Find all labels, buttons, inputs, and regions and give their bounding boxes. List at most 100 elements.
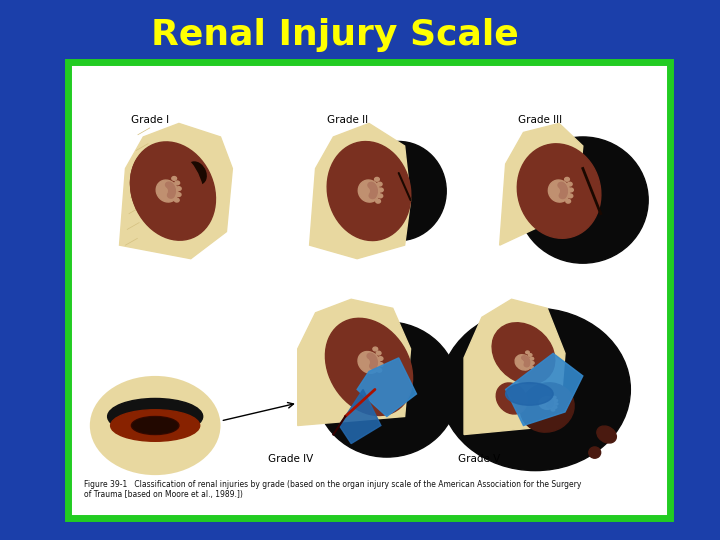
Polygon shape [310, 124, 410, 259]
Text: Grade II: Grade II [328, 116, 369, 125]
Ellipse shape [172, 177, 176, 180]
Ellipse shape [187, 162, 206, 184]
Ellipse shape [560, 191, 567, 197]
Polygon shape [464, 299, 565, 435]
Ellipse shape [167, 183, 174, 189]
Ellipse shape [371, 187, 377, 193]
Ellipse shape [548, 399, 553, 402]
Ellipse shape [526, 351, 529, 354]
Ellipse shape [108, 399, 203, 435]
Ellipse shape [373, 347, 378, 351]
Circle shape [102, 385, 209, 466]
Ellipse shape [168, 188, 176, 194]
FancyBboxPatch shape [68, 62, 670, 518]
Ellipse shape [515, 355, 532, 370]
Ellipse shape [133, 417, 177, 434]
Ellipse shape [130, 146, 204, 235]
Ellipse shape [492, 323, 555, 384]
Ellipse shape [175, 181, 179, 185]
Ellipse shape [559, 193, 566, 199]
Ellipse shape [561, 187, 567, 193]
Text: Grade I: Grade I [132, 116, 169, 125]
Ellipse shape [525, 360, 530, 364]
Ellipse shape [569, 188, 573, 192]
Ellipse shape [567, 182, 572, 186]
Ellipse shape [111, 403, 199, 435]
Ellipse shape [517, 144, 601, 238]
Ellipse shape [156, 180, 178, 202]
Ellipse shape [370, 357, 377, 363]
Circle shape [90, 376, 220, 475]
Ellipse shape [549, 400, 553, 403]
Ellipse shape [559, 184, 566, 189]
Polygon shape [357, 358, 417, 416]
Ellipse shape [549, 401, 554, 404]
Text: Grade IV: Grade IV [268, 454, 313, 464]
Ellipse shape [168, 192, 174, 198]
Polygon shape [339, 389, 381, 443]
Ellipse shape [558, 183, 564, 188]
Ellipse shape [566, 199, 570, 203]
Ellipse shape [561, 189, 567, 195]
Ellipse shape [368, 183, 374, 188]
Ellipse shape [369, 355, 377, 361]
Ellipse shape [325, 318, 413, 415]
Ellipse shape [524, 363, 529, 367]
Ellipse shape [539, 397, 555, 409]
Text: Renal Injury Scale: Renal Injury Scale [151, 18, 519, 52]
Ellipse shape [554, 403, 558, 405]
Ellipse shape [174, 198, 179, 202]
Ellipse shape [176, 193, 181, 197]
Ellipse shape [315, 322, 458, 457]
Ellipse shape [523, 356, 528, 360]
Ellipse shape [371, 360, 377, 365]
Ellipse shape [589, 447, 600, 458]
Ellipse shape [530, 366, 534, 368]
Polygon shape [298, 299, 410, 426]
Ellipse shape [523, 357, 528, 361]
Ellipse shape [377, 351, 381, 355]
Ellipse shape [530, 357, 534, 360]
Ellipse shape [370, 363, 377, 369]
Ellipse shape [176, 187, 181, 191]
Ellipse shape [564, 178, 570, 181]
Ellipse shape [370, 361, 377, 367]
Ellipse shape [377, 182, 382, 186]
Ellipse shape [560, 185, 567, 191]
Ellipse shape [378, 194, 382, 198]
Ellipse shape [518, 137, 648, 263]
Ellipse shape [568, 194, 572, 198]
Ellipse shape [327, 141, 411, 240]
Ellipse shape [168, 187, 175, 192]
Ellipse shape [496, 383, 527, 414]
Ellipse shape [552, 396, 556, 399]
Ellipse shape [369, 184, 376, 189]
Ellipse shape [548, 403, 553, 406]
Ellipse shape [528, 354, 532, 356]
Ellipse shape [531, 362, 534, 364]
Ellipse shape [525, 361, 530, 366]
Ellipse shape [547, 404, 552, 408]
Ellipse shape [547, 399, 552, 402]
Ellipse shape [548, 403, 553, 407]
Ellipse shape [351, 141, 446, 241]
Ellipse shape [549, 180, 570, 202]
Ellipse shape [370, 191, 377, 197]
Ellipse shape [132, 416, 179, 435]
Ellipse shape [505, 383, 553, 405]
Ellipse shape [371, 189, 377, 195]
Text: Figure 39-1   Classification of renal injuries by grade (based on the organ inju: Figure 39-1 Classification of renal inju… [84, 480, 581, 499]
Ellipse shape [359, 180, 379, 202]
Ellipse shape [553, 406, 557, 408]
Ellipse shape [374, 178, 379, 181]
Ellipse shape [168, 191, 175, 197]
Ellipse shape [376, 199, 380, 203]
Polygon shape [505, 353, 583, 426]
Ellipse shape [367, 353, 374, 359]
Ellipse shape [168, 185, 175, 191]
Ellipse shape [130, 142, 215, 240]
Ellipse shape [358, 352, 380, 373]
Polygon shape [500, 124, 583, 245]
Text: Grade III: Grade III [518, 116, 562, 125]
Ellipse shape [551, 409, 554, 411]
